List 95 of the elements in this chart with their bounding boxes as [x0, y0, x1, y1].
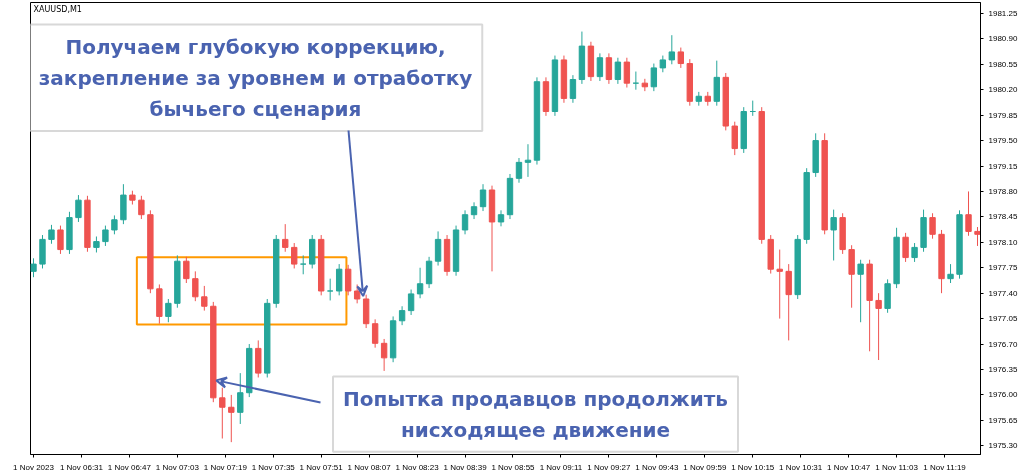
candlestick	[596, 52, 604, 82]
candlestick	[713, 60, 720, 107]
candlestick	[326, 278, 334, 301]
x-tick-label: 1 Nov 06:47	[107, 462, 152, 472]
x-tick-label: 1 Nov 08:23	[395, 462, 440, 472]
x-tick-label: 1 Nov 11:19	[923, 462, 967, 472]
candlestick	[569, 74, 577, 104]
candlestick	[48, 224, 55, 245]
candlestick	[407, 289, 415, 316]
annotation: Получаем глубокую коррекцию, закрепление за уровнем и отработку бычьего сценария	[38, 34, 473, 121]
x-tick-label: 1 Nov 09:43	[635, 462, 679, 472]
candlestick	[183, 256, 190, 284]
candlestick	[300, 254, 307, 275]
x-tick-label: 1 Nov 06:31	[59, 462, 104, 472]
x-tick-label: 1 Nov 09:59	[683, 462, 727, 472]
y-tick-label: 1980.20	[988, 85, 1018, 95]
x-tick-label: 1 Nov 07:51	[299, 462, 344, 472]
candlestick	[524, 143, 532, 178]
candlestick	[668, 34, 676, 65]
y-tick-label: 1976.00	[988, 390, 1018, 400]
candlestick	[371, 318, 379, 349]
candlestick	[947, 263, 954, 284]
candlestick	[830, 209, 837, 261]
x-tick-label: 1 Nov 09:11	[539, 462, 583, 472]
candlestick	[192, 270, 199, 302]
candlestick	[974, 226, 981, 247]
candlestick	[731, 121, 738, 156]
candlestick	[380, 338, 388, 372]
candlestick	[353, 283, 361, 304]
candlestick	[425, 256, 433, 289]
y-tick-label: 1979.15	[988, 161, 1018, 171]
candlestick	[470, 201, 478, 220]
x-tick-label: 1 Nov 10:15	[731, 462, 775, 472]
candlestick	[219, 387, 226, 440]
x-tick-label: 1 Nov 2023	[13, 462, 55, 472]
candlestick	[776, 249, 783, 320]
y-tick-label: 1975.30	[988, 441, 1018, 451]
x-tick-label: 1 Nov 08:39	[443, 462, 488, 472]
x-tick-label: 1 Nov 09:27	[587, 462, 632, 472]
candlestick	[75, 194, 82, 223]
candlestick	[138, 195, 145, 220]
y-tick-label: 1978.45	[988, 212, 1018, 222]
y-tick-label: 1977.40	[988, 288, 1018, 298]
candlestick	[228, 394, 235, 443]
y-tick-label: 1980.90	[988, 34, 1018, 44]
candlestick	[282, 223, 289, 253]
candlestick	[650, 63, 658, 92]
x-tick-label: 1 Nov 08:07	[347, 462, 392, 472]
candlestick	[237, 372, 244, 425]
y-tick-label: 1976.70	[988, 339, 1018, 349]
x-tick-label: 1 Nov 10:47	[827, 462, 871, 472]
candlestick	[857, 259, 864, 323]
y-tick-label: 1978.10	[988, 237, 1018, 247]
x-tick-label: 1 Nov 08:55	[491, 462, 536, 472]
candlestick	[30, 257, 37, 278]
candlestick	[875, 292, 882, 361]
candlestick	[398, 305, 406, 326]
candlestick	[344, 264, 352, 296]
candlestick	[102, 225, 109, 247]
candlestick	[111, 214, 118, 235]
x-tick-label: 1 Nov 07:35	[251, 462, 296, 472]
candlestick	[291, 242, 298, 269]
candlestick	[614, 57, 622, 85]
x-tick-label: 1 Nov 07:19	[203, 462, 248, 472]
candlestick	[165, 298, 172, 323]
y-tick-label: 1975.65	[988, 415, 1018, 425]
candlestick	[785, 263, 792, 341]
candlestick	[416, 267, 424, 299]
y-tick-label: 1979.85	[988, 110, 1018, 120]
y-tick-label: 1979.50	[988, 136, 1018, 146]
candlestick	[911, 242, 918, 263]
candlestick	[479, 183, 487, 212]
candlestick	[605, 52, 613, 85]
y-tick-label: 1976.35	[988, 364, 1018, 374]
x-tick-label: 1 Nov 10:31	[779, 462, 823, 472]
candlestick	[57, 225, 64, 255]
y-tick-label: 1977.05	[988, 314, 1018, 324]
candlestick	[201, 285, 208, 312]
y-tick-label: 1977.75	[988, 263, 1018, 273]
annotation: Попытка продавцов продолжить нисходящее движение	[343, 386, 728, 442]
y-tick-label: 1981.25	[988, 8, 1018, 18]
candlestick	[335, 263, 343, 296]
y-tick-label: 1978.80	[988, 186, 1018, 196]
x-tick-label: 1 Nov 07:03	[155, 462, 200, 472]
candlestick	[929, 212, 936, 240]
x-tick-label: 1 Nov 11:03	[875, 462, 919, 472]
candlestick	[515, 157, 523, 184]
candlestick	[902, 232, 909, 263]
y-tick-label: 1980.55	[988, 59, 1018, 69]
candlestick	[677, 47, 685, 69]
candlestick	[434, 230, 442, 267]
candlestick	[461, 209, 469, 235]
candlestick	[965, 190, 972, 237]
chart-title: XAUUSD,M1	[33, 4, 82, 14]
candlestick	[623, 57, 631, 89]
